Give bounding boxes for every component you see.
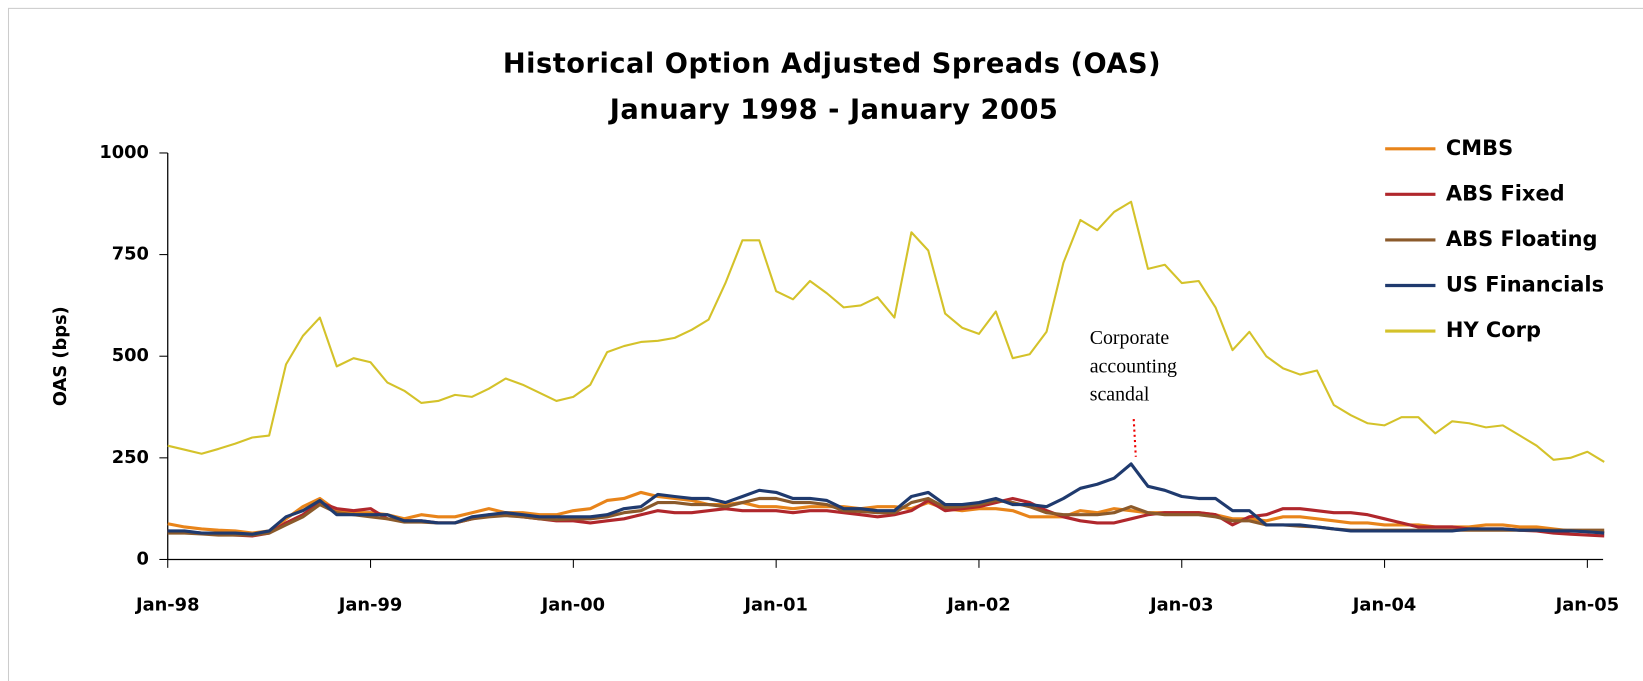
chart-subtitle: January 1998 - January 2005: [608, 95, 1059, 126]
y-tick-label: 250: [112, 447, 149, 468]
x-tick-label: Jan-01: [743, 595, 807, 616]
annotation: accounting: [1090, 355, 1177, 377]
series-line: [167, 462, 1605, 536]
legend-label: US Financials: [1446, 272, 1604, 296]
legend-label: ABS Floating: [1446, 227, 1598, 251]
legend-label: HY Corp: [1446, 318, 1541, 342]
annotation: scandal: [1090, 384, 1150, 406]
legend-label: CMBS: [1446, 136, 1513, 160]
annotation-pointer: [1132, 419, 1137, 457]
y-axis-label: OAS (bps): [50, 306, 71, 406]
x-tick-label: Jan-99: [338, 595, 402, 616]
x-tick-label: Jan-02: [946, 595, 1010, 616]
x-tick-label: Jan-05: [1555, 595, 1619, 616]
x-tick-label: Jan-04: [1352, 595, 1416, 616]
chart-frame: [7, 7, 1643, 681]
series-line: [167, 490, 1605, 535]
y-tick-label: 1000: [99, 142, 149, 163]
x-tick-label: Jan-98: [135, 595, 199, 616]
y-tick-label: 500: [112, 345, 149, 366]
y-tick-label: 750: [112, 244, 149, 265]
x-tick-label: Jan-00: [541, 595, 605, 616]
x-tick-label: Jan-03: [1149, 595, 1213, 616]
legend-label: ABS Fixed: [1446, 181, 1565, 205]
y-tick-label: 0: [136, 548, 148, 569]
series-line: [167, 200, 1605, 463]
annotation: Corporate: [1090, 327, 1170, 349]
chart-title: Historical Option Adjusted Spreads (OAS): [503, 48, 1161, 79]
